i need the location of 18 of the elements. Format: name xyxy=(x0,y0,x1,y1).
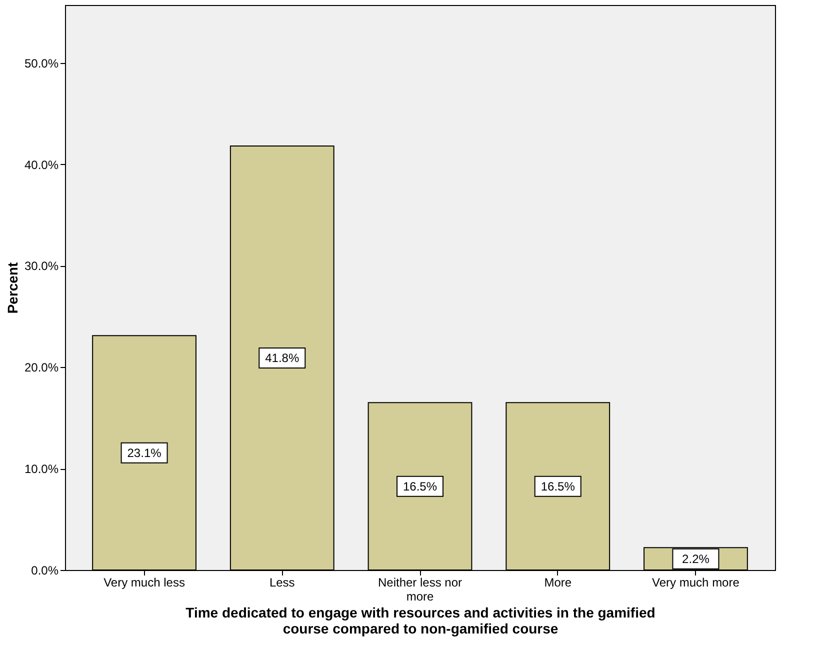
x-tick-label: Very much less xyxy=(104,576,185,590)
x-tick-label: Neither less nor more xyxy=(378,576,462,604)
data-label: 16.5% xyxy=(540,479,576,494)
y-tick-label: 40.0% xyxy=(24,158,59,172)
y-tick-label: 20.0% xyxy=(24,360,59,375)
x-tick-label: More xyxy=(544,576,572,590)
y-tick-label: 0.0% xyxy=(31,564,59,578)
data-label: 23.1% xyxy=(127,446,162,460)
x-axis-title: Time dedicated to engage with resources and activities in the gamified course compared to non-gamified course xyxy=(186,604,656,636)
y-axis-title: Percent xyxy=(4,262,20,314)
y-tick-label: 30.0% xyxy=(24,259,59,274)
y-tick-label: 50.0% xyxy=(24,56,59,70)
data-label: 16.5% xyxy=(402,479,438,494)
x-tick-label: Very much more xyxy=(652,576,740,590)
data-label: 2.2% xyxy=(682,552,710,566)
y-tick-label: 10.0% xyxy=(24,462,59,476)
data-label: 41.8% xyxy=(265,351,300,365)
x-tick-label: Less xyxy=(269,576,295,590)
